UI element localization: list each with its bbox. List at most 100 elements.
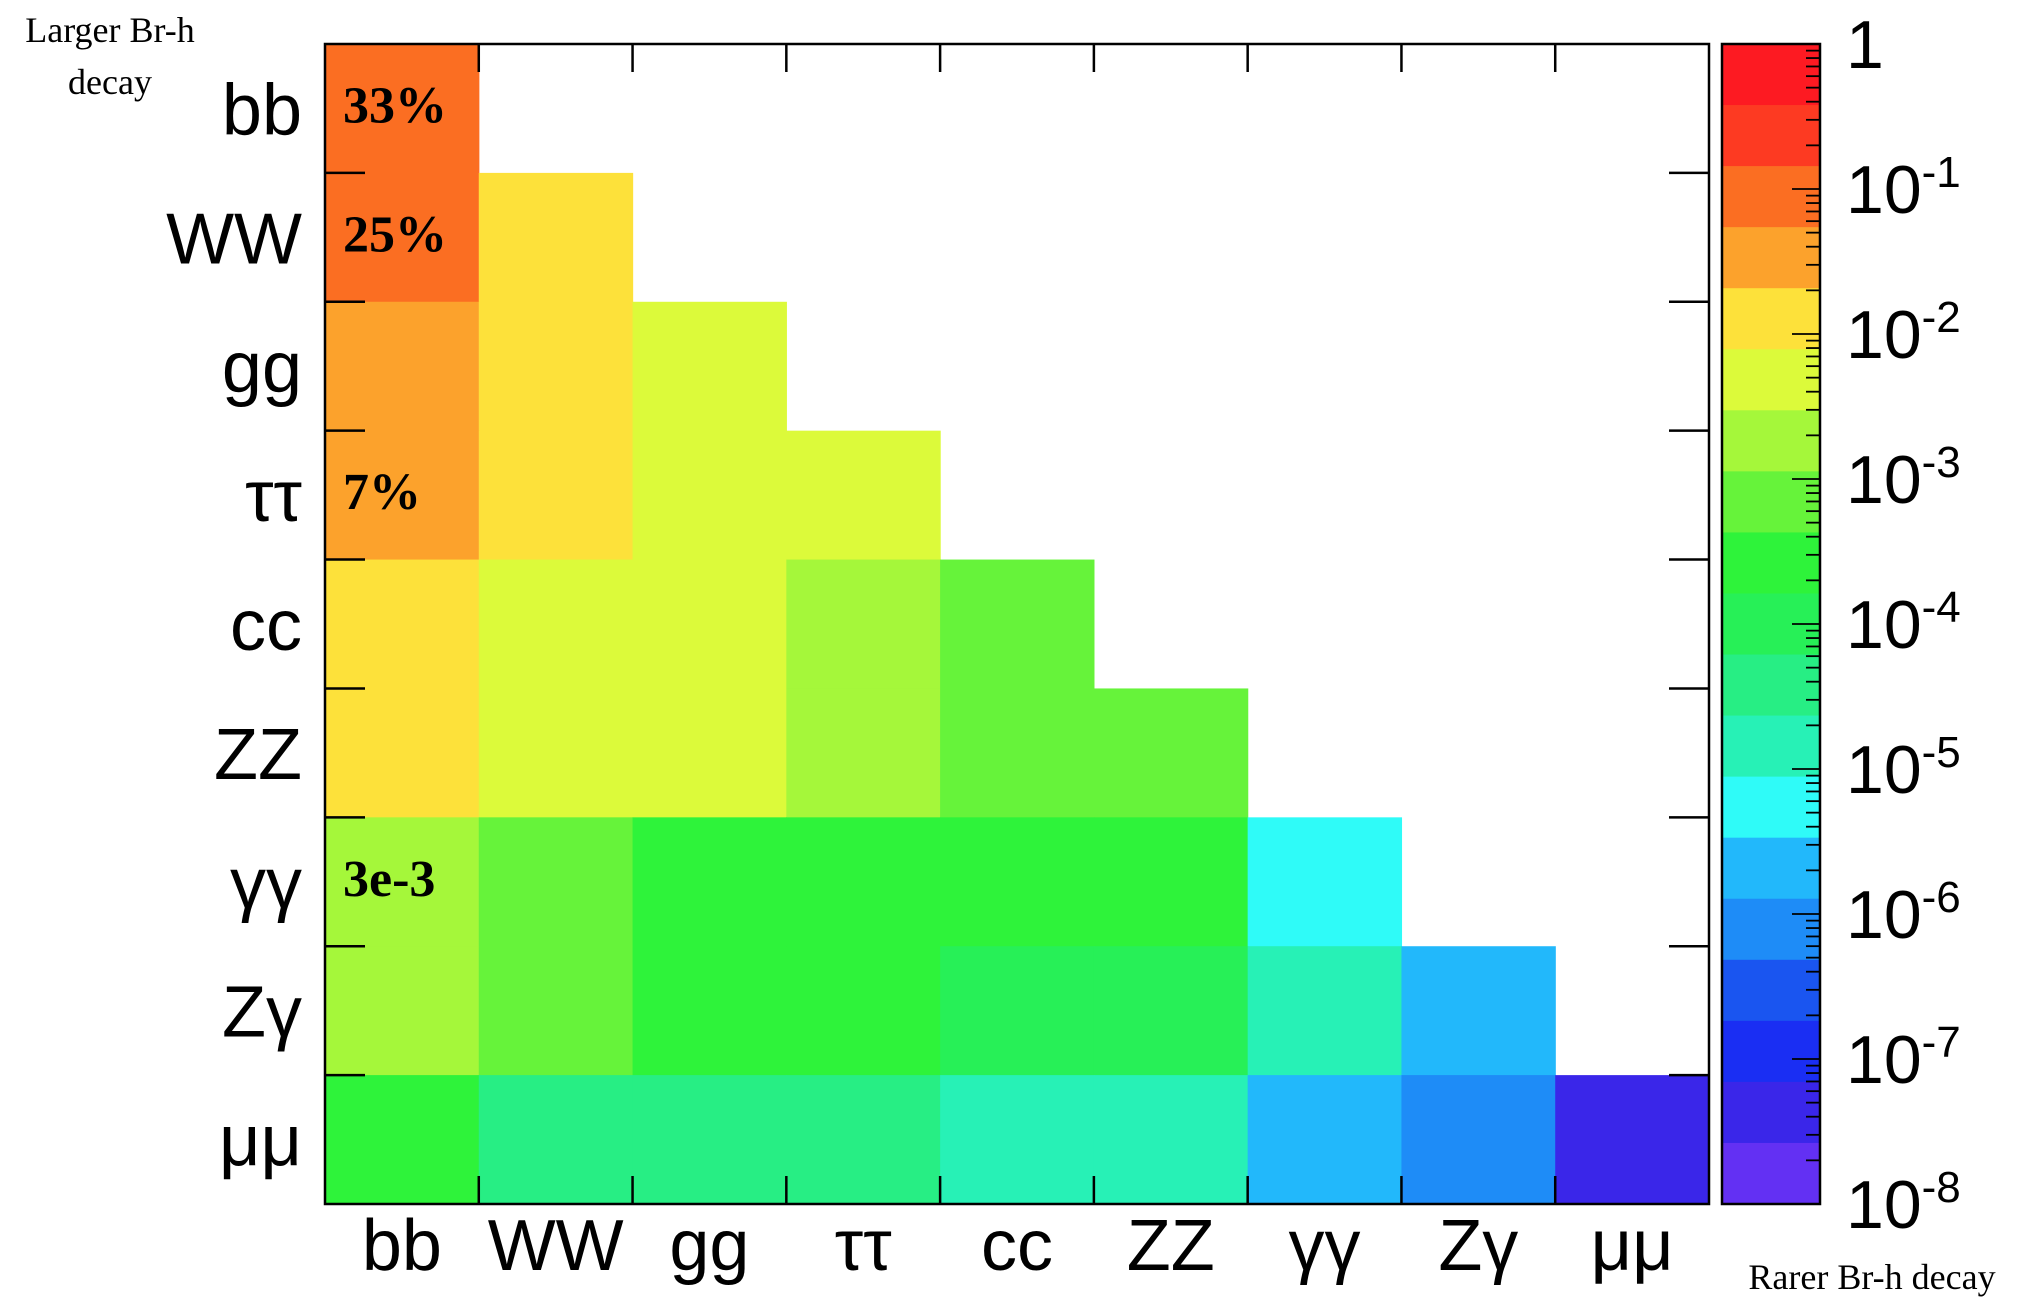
colorbar-tick-label: 10-4 — [1846, 583, 1961, 663]
heatmap-cell-3-3 — [786, 430, 941, 561]
x-tick-label: ττ — [835, 1206, 892, 1286]
x-tick-label: gg — [669, 1206, 749, 1286]
heatmap-cell-8-8 — [1555, 1075, 1710, 1205]
heatmap-cell-5-0 — [325, 688, 480, 818]
y-tick-label: μμ — [219, 1102, 302, 1182]
y-axis-tick-labels: bb WW gg ττ cc ZZ γγ Zγ μμ — [166, 70, 302, 1181]
colorbar — [1720, 42, 1822, 1206]
heatmap-cell-7-7 — [1401, 946, 1556, 1076]
x-tick-label: WW — [488, 1206, 624, 1286]
heatmap-cell-2-2 — [632, 301, 787, 432]
heatmap-cell-8-1 — [478, 1075, 634, 1205]
x-tick-label: cc — [981, 1206, 1053, 1286]
heatmap-cell-5-2 — [632, 688, 787, 818]
y-tick-label: ττ — [245, 457, 302, 537]
colorbar-tick-label: 10-2 — [1846, 293, 1961, 373]
y-tick-label: γγ — [230, 844, 302, 924]
heatmap-cell-6-6 — [1247, 817, 1403, 947]
heatmap-cell-3-1 — [478, 430, 634, 561]
colorbar-tick-label: 1 — [1846, 7, 1884, 83]
heatmap-cell-7-2 — [632, 946, 787, 1076]
x-tick-label: γγ — [1289, 1206, 1361, 1286]
y-axis-title-line-1: Larger Br-h — [25, 10, 195, 50]
y-tick-label: WW — [166, 199, 302, 279]
heatmap-cell-8-5 — [1093, 1075, 1249, 1205]
heatmap-cell-4-3 — [786, 559, 941, 690]
heatmap-cell-1-1 — [478, 172, 634, 303]
colorbar-band — [1722, 166, 1820, 228]
heatmap-cell-8-6 — [1247, 1075, 1403, 1205]
colorbar-frame — [1720, 42, 1822, 1206]
colorbar-band — [1722, 227, 1820, 289]
colorbar-tick-labels: 1 10-1 10-2 10-3 10-4 10-5 10-6 10-7 10-8 — [1846, 7, 1961, 1243]
heatmap-cell-7-4 — [940, 946, 1095, 1076]
colorbar-tick-label: 10-3 — [1846, 438, 1961, 518]
y-tick-label: ZZ — [214, 715, 302, 795]
colorbar-band — [1722, 410, 1820, 472]
colorbar-tick-label: 10-5 — [1846, 728, 1961, 808]
colorbar-band — [1722, 837, 1820, 900]
heatmap-cell-6-4 — [940, 817, 1095, 947]
heatmap-cell-4-0 — [325, 559, 480, 690]
heatmap-cell-4-2 — [632, 559, 787, 690]
x-axis-title: Rarer Br-h decay — [1748, 1257, 1995, 1297]
cell-value-label: 25% — [343, 206, 447, 263]
heatmap-cell-3-2 — [632, 430, 787, 561]
x-tick-label: Zγ — [1438, 1206, 1518, 1286]
colorbar-tick-label: 10-7 — [1846, 1018, 1961, 1098]
cell-value-label: 3e-3 — [343, 851, 435, 908]
heatmap-cell-7-3 — [786, 946, 941, 1076]
heatmap-cell-4-1 — [478, 559, 634, 690]
colorbar-band — [1722, 105, 1820, 167]
y-axis-title-line-2: decay — [68, 62, 152, 102]
x-tick-label: μμ — [1591, 1206, 1674, 1286]
heatmap-cells — [325, 44, 1710, 1205]
x-axis-tick-labels: bb WW gg ττ cc ZZ γγ Zγ μμ — [362, 1206, 1674, 1286]
axis-ticks — [325, 44, 1709, 1204]
heatmap-cell-5-5 — [1093, 688, 1249, 818]
heatmap-cell-6-5 — [1093, 817, 1249, 947]
heatmap-cell-7-6 — [1247, 946, 1403, 1076]
x-tick-label: ZZ — [1127, 1206, 1215, 1286]
colorbar-band — [1722, 471, 1820, 534]
colorbar-band — [1722, 349, 1820, 411]
colorbar-band — [1722, 1020, 1820, 1083]
heatmap-cell-6-0 — [325, 817, 480, 947]
heatmap-cell-5-3 — [786, 688, 941, 818]
heatmap-cell-1-0 — [325, 172, 480, 303]
heatmap-cell-0-0 — [325, 44, 480, 174]
colorbar-band — [1722, 1142, 1820, 1205]
cell-labels: 33% 25% 7% 3e-3 — [343, 77, 447, 907]
heatmap-cell-2-0 — [325, 301, 480, 432]
colorbar-band — [1722, 776, 1820, 839]
cell-value-label: 7% — [343, 464, 421, 521]
colorbar-band — [1722, 532, 1820, 595]
heatmap-cell-2-1 — [478, 301, 634, 432]
colorbar-band — [1722, 1081, 1820, 1144]
heatmap-cell-7-5 — [1093, 946, 1249, 1076]
cell-value-label: 33% — [343, 77, 447, 134]
heatmap-cell-7-0 — [325, 946, 480, 1076]
heatmap-cell-5-1 — [478, 688, 634, 818]
heatmap-cell-7-1 — [478, 946, 634, 1076]
colorbar-tick-label: 10-8 — [1846, 1163, 1961, 1243]
heatmap-cell-3-0 — [325, 430, 480, 561]
heatmap-cell-6-2 — [632, 817, 787, 947]
colorbar-band — [1722, 44, 1820, 106]
heatmap-cell-8-2 — [632, 1075, 787, 1205]
heatmap-cell-8-4 — [940, 1075, 1095, 1205]
heatmap-cell-5-4 — [940, 688, 1095, 818]
heatmap-cell-4-4 — [940, 559, 1095, 690]
colorbar-tick-label: 10-1 — [1846, 148, 1961, 228]
heatmap-cell-8-3 — [786, 1075, 941, 1205]
heatmap-cell-6-1 — [478, 817, 634, 947]
heatmap-cell-8-7 — [1401, 1075, 1556, 1205]
colorbar-band — [1722, 898, 1820, 961]
y-tick-label: Zγ — [222, 973, 302, 1053]
heatmap-cell-6-3 — [786, 817, 941, 947]
plot-frame — [323, 42, 1711, 1206]
y-tick-label: gg — [222, 328, 302, 408]
y-tick-label: cc — [230, 586, 302, 666]
colorbar-band — [1722, 288, 1820, 350]
